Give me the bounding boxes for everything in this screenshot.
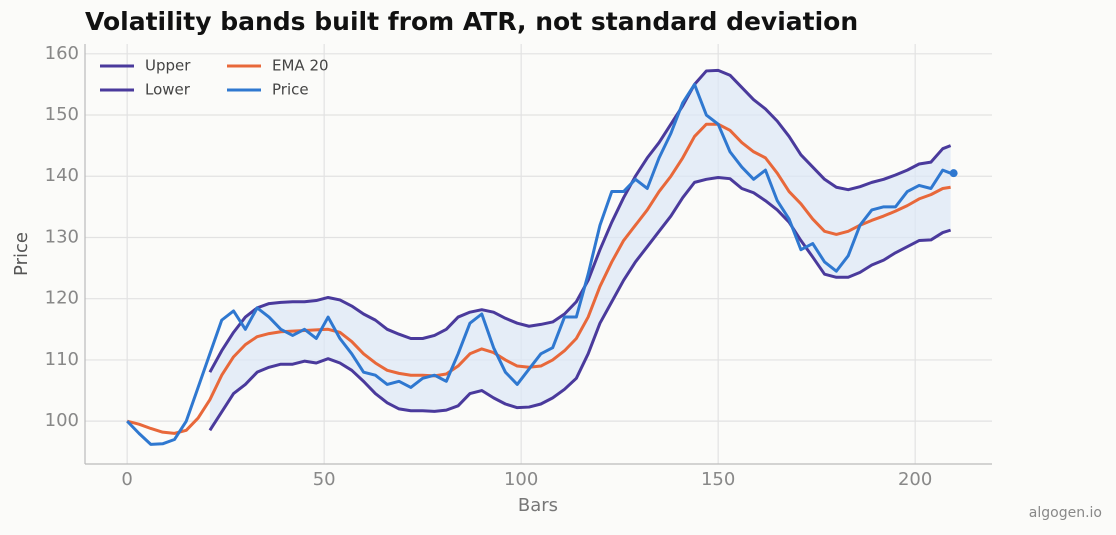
y-tick-label: 140: [45, 165, 79, 186]
x-tick-label: 100: [504, 469, 538, 490]
legend: Upper Lower EMA 20 Price: [100, 57, 329, 99]
legend-label: EMA 20: [272, 57, 329, 75]
y-tick-label: 120: [45, 288, 79, 309]
legend-label: Price: [272, 81, 309, 99]
y-tick-label: 150: [45, 104, 79, 125]
x-tick-label: 150: [701, 469, 735, 490]
x-tick-label: 0: [121, 469, 132, 490]
y-tick-label: 130: [45, 226, 79, 247]
watermark: algogen.io: [1029, 505, 1102, 521]
chart-title: Volatility bands built from ATR, not sta…: [85, 7, 858, 36]
band-area: [209, 70, 951, 431]
x-tick-label: 200: [898, 469, 932, 490]
series-line: [126, 122, 951, 435]
y-tick-label: 110: [45, 349, 79, 370]
legend-label: Lower: [145, 81, 191, 99]
last-point: [949, 169, 958, 178]
series-line: [126, 82, 952, 446]
legend-label: Upper: [145, 57, 191, 75]
x-axis-label: Bars: [518, 495, 558, 516]
series-line: [208, 175, 952, 432]
y-tick-label: 100: [45, 410, 79, 431]
x-tick-label: 50: [313, 469, 336, 490]
y-tick-label: 160: [45, 43, 79, 64]
y-axis-label: Price: [11, 232, 32, 276]
